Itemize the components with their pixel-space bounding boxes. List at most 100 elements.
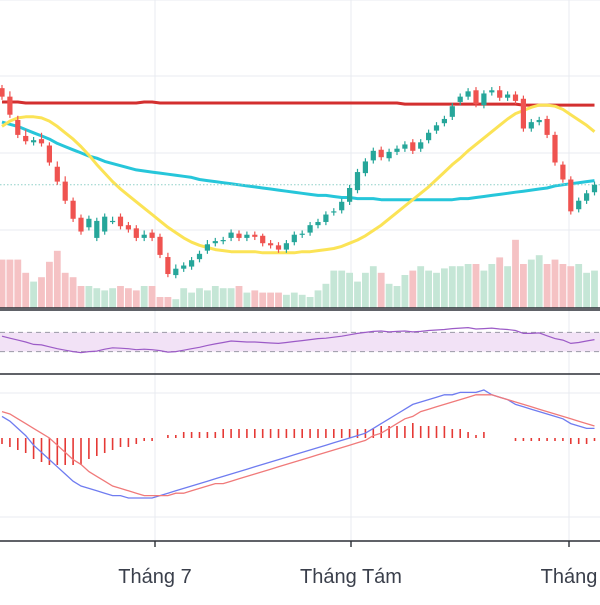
volume-bar: [306, 297, 314, 308]
volume-bar: [101, 290, 109, 308]
ma-line-yellow: [1, 103, 596, 255]
volume-bar: [456, 266, 464, 308]
candle-body: [473, 90, 479, 105]
volume-bar: [527, 259, 535, 308]
volume-bar: [140, 286, 148, 308]
candle-body: [291, 234, 297, 243]
candle-body: [196, 253, 203, 260]
candle-body: [173, 268, 179, 276]
candle-body: [347, 187, 353, 202]
candle-body: [489, 90, 495, 93]
candle-body: [457, 96, 463, 102]
volume-bar: [283, 294, 290, 308]
candle-body: [552, 134, 558, 163]
candle-body: [31, 140, 37, 143]
candle-body: [394, 148, 400, 152]
candle-body: [275, 245, 282, 250]
volume-bar: [346, 272, 353, 308]
candle-body: [339, 201, 345, 211]
volume-bar: [6, 259, 14, 308]
volume-bar: [77, 286, 85, 308]
candle-body: [102, 216, 108, 232]
volume-bar: [551, 259, 559, 308]
volume-bar: [180, 288, 188, 308]
candle-body: [528, 122, 534, 129]
volume-bar: [488, 264, 496, 308]
candle-body: [505, 94, 511, 98]
candle-body: [354, 172, 361, 191]
ma-line-red: [2, 100, 595, 107]
volume-bar: [480, 270, 488, 308]
panel-dividers: [0, 307, 600, 547]
candle-body: [418, 142, 424, 149]
volume-bar: [204, 290, 211, 308]
volume-bar: [290, 292, 298, 308]
volume-bar: [164, 297, 172, 308]
candle-body: [307, 225, 313, 233]
volume-bars: [0, 239, 598, 308]
volume-bar: [377, 272, 385, 308]
candle-body: [260, 235, 266, 244]
volume-bar: [22, 272, 30, 308]
volume-bar: [243, 292, 251, 308]
volume-bar: [156, 297, 164, 308]
volume-bar: [117, 286, 124, 308]
x-tick-label: Tháng: [541, 566, 598, 588]
volume-bar: [93, 288, 101, 308]
volume-bar: [425, 270, 432, 308]
candle-body: [236, 233, 242, 238]
candle-body: [181, 265, 187, 269]
volume-bar: [251, 290, 259, 308]
volume-bar: [409, 270, 417, 308]
candle-body: [133, 228, 139, 238]
candle-body: [149, 232, 155, 238]
volume-bar: [61, 272, 69, 308]
candle-body: [23, 135, 29, 142]
x-tick-label: Tháng 7: [118, 566, 191, 588]
volume-bar: [219, 288, 227, 308]
volume-bar: [401, 275, 409, 308]
candle-body: [560, 164, 566, 180]
candle-body: [94, 220, 100, 238]
volume-bar: [227, 288, 235, 308]
candle-body: [244, 234, 250, 238]
ma-line-cyan: [1, 120, 595, 202]
volume-bar: [448, 266, 456, 308]
volume-bar: [369, 266, 377, 308]
candle-body: [78, 217, 84, 232]
volume-bar: [559, 264, 567, 308]
candle-body: [228, 232, 234, 238]
candle-body: [252, 234, 258, 237]
candle-body: [46, 145, 52, 163]
candle-body: [323, 214, 329, 222]
candle-body: [544, 118, 550, 135]
candle-body: [7, 96, 13, 115]
volume-bar: [322, 283, 330, 308]
volume-bar: [172, 299, 180, 308]
volume-bar: [109, 288, 116, 308]
volume-bar: [393, 286, 401, 308]
candle-body: [584, 193, 590, 201]
volume-bar: [543, 264, 551, 308]
candle-body: [38, 139, 45, 144]
candlesticks: [0, 84, 598, 279]
volume-bar: [298, 294, 306, 308]
candle-body: [141, 234, 147, 238]
candle-body: [204, 244, 210, 251]
candle-body: [157, 236, 163, 255]
volume-bar: [338, 270, 346, 308]
candle-body: [299, 233, 305, 235]
candle-body: [449, 106, 455, 117]
volume-bar: [464, 264, 472, 308]
candle-body: [62, 181, 68, 201]
volume-bar: [472, 264, 480, 308]
x-tick-label: Tháng Tám: [300, 566, 402, 588]
candle-body: [362, 161, 368, 174]
candle-body: [315, 221, 321, 226]
candle-body: [576, 200, 582, 210]
volume-bar: [132, 290, 140, 308]
volume-bar: [575, 264, 583, 308]
volume-bar: [235, 286, 243, 308]
candle-body: [15, 120, 21, 135]
